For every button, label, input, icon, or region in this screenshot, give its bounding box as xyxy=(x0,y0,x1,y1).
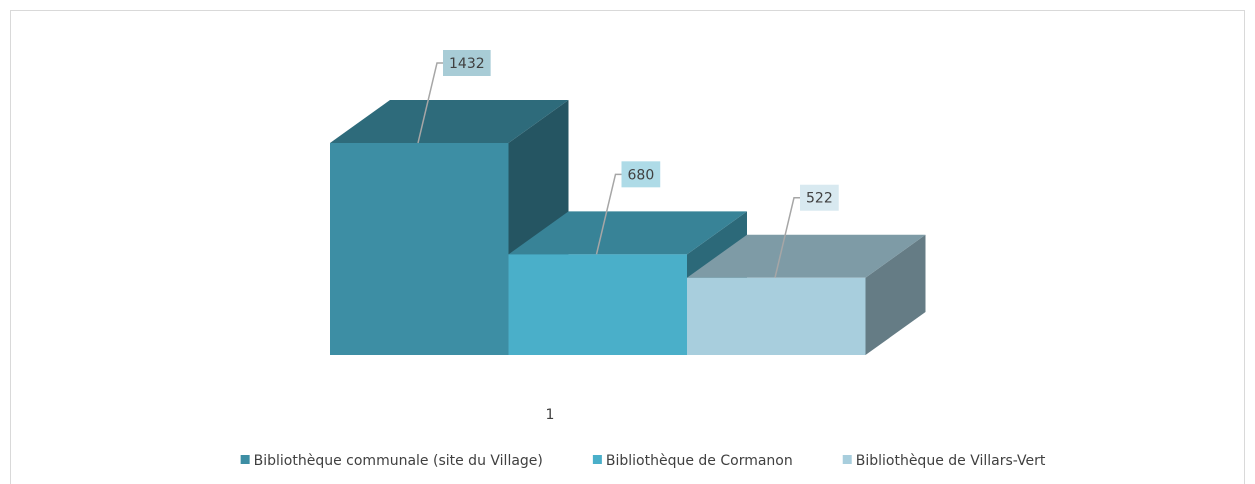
legend-label: Bibliothèque communale (site du Village) xyxy=(254,453,543,469)
bar-top xyxy=(687,234,926,278)
bar-top xyxy=(508,211,747,255)
bar-side xyxy=(865,234,926,355)
x-tick-label: 1 xyxy=(546,407,555,423)
leader-line xyxy=(774,196,800,278)
data-label: 680 xyxy=(628,167,655,183)
legend-swatch xyxy=(842,455,852,464)
leader-line xyxy=(417,62,443,144)
leader-line xyxy=(595,173,622,255)
data-label-box xyxy=(621,161,661,188)
bar xyxy=(508,254,687,355)
legend-label: Bibliothèque de Villars-Vert xyxy=(856,453,1046,469)
legend-swatch xyxy=(592,455,602,464)
legend-swatch xyxy=(240,455,250,464)
data-label-box xyxy=(800,184,839,211)
legend-label: Bibliothèque de Cormanon xyxy=(606,453,793,469)
data-label-box xyxy=(443,50,491,76)
bar-top xyxy=(330,100,569,143)
data-label: 1432 xyxy=(449,56,485,72)
data-label: 522 xyxy=(806,191,833,207)
bar xyxy=(330,143,509,355)
bar xyxy=(687,277,866,355)
